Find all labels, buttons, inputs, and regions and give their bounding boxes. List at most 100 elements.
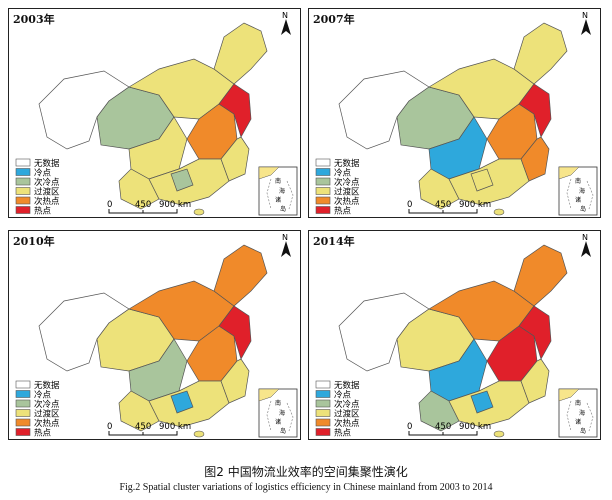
legend-swatch xyxy=(15,158,31,167)
north-arrow-icon: N xyxy=(581,11,591,35)
legend-swatch xyxy=(315,187,331,195)
legend-label: 冷点 xyxy=(34,390,52,401)
region-coast xyxy=(520,358,550,404)
region-coast xyxy=(520,136,550,182)
legend-swatch xyxy=(315,418,331,427)
region-hot-core xyxy=(218,305,252,360)
legend-label: 次冷点 xyxy=(34,177,60,188)
inset-label: 南 xyxy=(275,399,281,407)
inset-label: 岛 xyxy=(280,427,286,435)
north-arrow-icon: N xyxy=(281,11,291,35)
north-letter: N xyxy=(582,11,588,20)
north-letter: N xyxy=(282,11,288,20)
inset-label: 南 xyxy=(275,177,281,185)
map-panel-2003: N 无数据 冷点 次冷点 过渡区 次热点 热点 0 450 900 km 南海诸岛 2003年 xyxy=(8,8,301,218)
region-southwest-spot xyxy=(470,390,494,414)
inset-label: 岛 xyxy=(580,427,586,435)
inset-label: 海 xyxy=(279,409,285,417)
legend-swatch xyxy=(15,206,31,214)
legend-swatch xyxy=(315,399,331,408)
legend-label: 次热点 xyxy=(334,418,360,429)
scale-tick-label: 450 xyxy=(435,200,451,210)
legend-swatch xyxy=(315,428,331,436)
inset-label: 岛 xyxy=(280,205,286,213)
legend-swatch xyxy=(315,196,331,205)
legend-swatch xyxy=(315,158,331,167)
inset-label: 诸 xyxy=(275,418,281,426)
north-arrow-icon: N xyxy=(281,233,291,257)
legend-label: 冷点 xyxy=(334,168,352,179)
legend-swatch xyxy=(15,428,31,436)
scale-bar: 0 450 900 km xyxy=(107,200,191,214)
legend-swatch xyxy=(15,177,31,186)
legend-label: 热点 xyxy=(334,206,352,217)
scale-bar: 0 450 900 km xyxy=(407,422,491,436)
legend-label: 无数据 xyxy=(34,380,60,391)
legend-swatch xyxy=(15,187,31,195)
inset-label: 海 xyxy=(579,187,585,195)
region-hainan xyxy=(193,430,205,438)
legend-swatch xyxy=(315,177,331,186)
legend-label: 无数据 xyxy=(334,158,360,169)
north-arrow-icon: N xyxy=(581,233,591,257)
region-hot-core xyxy=(218,83,252,138)
region-southwest-spot xyxy=(170,168,194,192)
scale-tick-label: 0 xyxy=(107,422,112,432)
region-northeast xyxy=(213,244,268,307)
legend-swatch xyxy=(315,409,331,417)
region-hot-core xyxy=(518,305,552,360)
legend-label: 冷点 xyxy=(334,390,352,401)
north-letter: N xyxy=(582,233,588,242)
legend-swatch xyxy=(315,380,331,389)
scale-tick-label: 900 km xyxy=(459,422,491,432)
inset-label: 南 xyxy=(575,177,581,185)
legend-label: 次热点 xyxy=(34,418,60,429)
legend-label: 冷点 xyxy=(34,168,52,179)
figure-caption-english: Fig.2 Spatial cluster variations of logi… xyxy=(119,482,493,493)
legend-swatch xyxy=(15,390,31,398)
scale-tick-label: 450 xyxy=(435,422,451,432)
panel-year-label: 2010年 xyxy=(13,235,55,248)
region-coast xyxy=(220,136,250,182)
panel-year-label: 2007年 xyxy=(313,13,355,26)
region-northeast xyxy=(513,244,568,307)
region-coast xyxy=(220,358,250,404)
legend-label: 热点 xyxy=(334,428,352,439)
map-panel-2007: N 无数据 冷点 次冷点 过渡区 次热点 热点 0 450 900 km 南海诸岛 2007年 xyxy=(308,8,601,218)
region-hainan xyxy=(193,208,205,216)
legend-label: 过渡区 xyxy=(334,409,360,420)
map-panel-2010: N 无数据 冷点 次冷点 过渡区 次热点 热点 0 450 900 km 南海诸岛 2010年 xyxy=(8,230,301,440)
inset-label: 南 xyxy=(575,399,581,407)
legend-label: 次冷点 xyxy=(334,399,360,410)
legend-swatch xyxy=(15,168,31,176)
legend-swatch xyxy=(15,399,31,408)
legend-label: 无数据 xyxy=(34,158,60,169)
legend-label: 次冷点 xyxy=(334,177,360,188)
legend-swatch xyxy=(315,206,331,214)
legend-label: 过渡区 xyxy=(34,409,60,420)
region-hainan xyxy=(493,208,505,216)
legend-label: 热点 xyxy=(34,206,52,217)
legend-label: 过渡区 xyxy=(334,187,360,198)
inset-label: 诸 xyxy=(575,196,581,204)
legend-swatch xyxy=(15,418,31,427)
region-northeast xyxy=(513,22,568,85)
north-letter: N xyxy=(282,233,288,242)
scale-tick-label: 0 xyxy=(107,200,112,210)
scale-tick-label: 0 xyxy=(407,422,412,432)
scale-tick-label: 0 xyxy=(407,200,412,210)
legend-label: 过渡区 xyxy=(34,187,60,198)
inset-label: 海 xyxy=(279,187,285,195)
inset-label: 海 xyxy=(579,409,585,417)
legend-label: 无数据 xyxy=(334,380,360,391)
inset-label: 岛 xyxy=(580,205,586,213)
legend-swatch xyxy=(315,168,331,176)
scale-bar: 0 450 900 km xyxy=(107,422,191,436)
region-northeast xyxy=(213,22,268,85)
